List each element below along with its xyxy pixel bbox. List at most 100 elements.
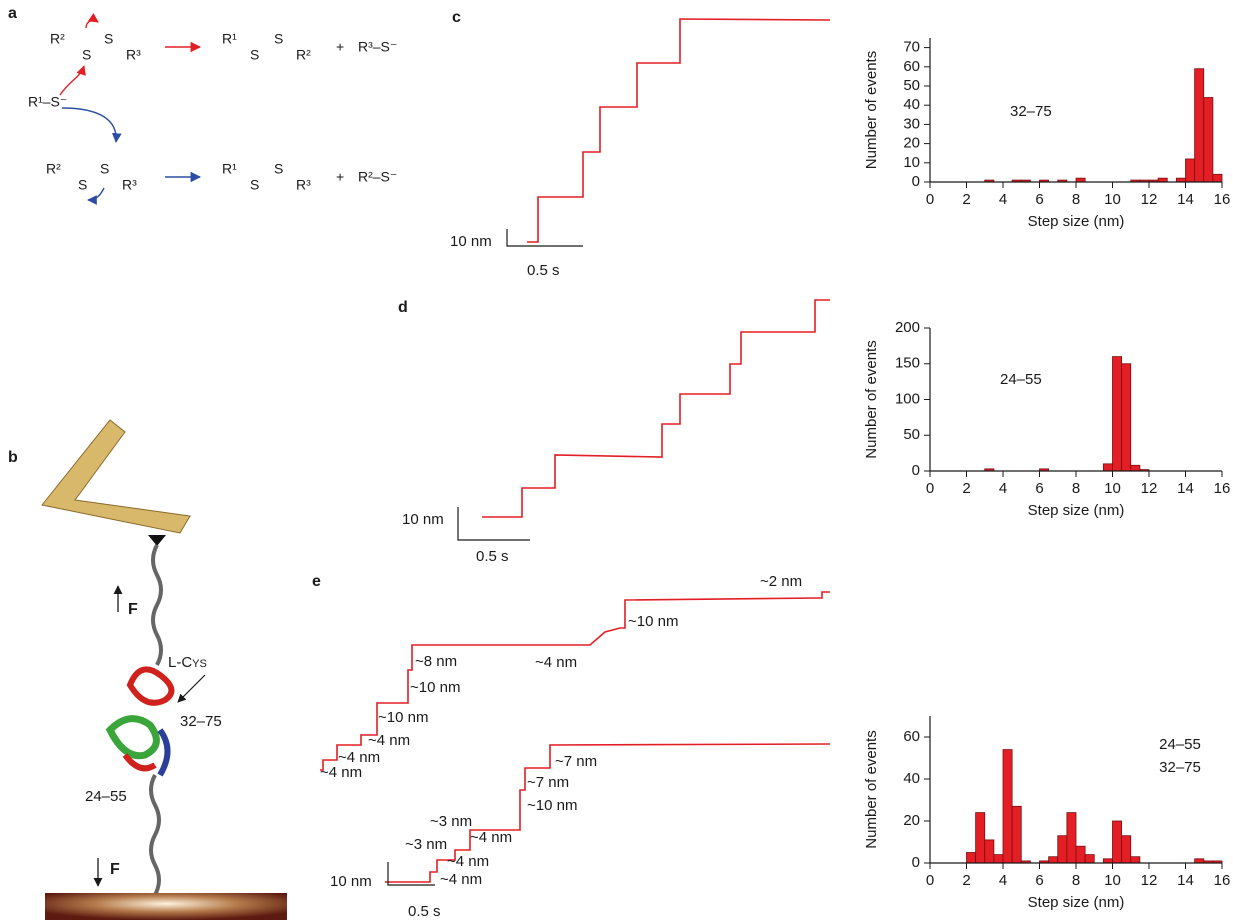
bar [1185,158,1196,183]
y-tick-label: 20 [903,135,920,152]
panel-label: b [8,449,18,466]
y-axis-label: Number of events [863,730,880,848]
arrow [61,107,122,143]
step-label: ~3 nm [405,836,447,853]
y-tick-label: 20 [903,812,920,829]
bar [1194,68,1205,183]
scale-label: 0.5 s [527,262,560,279]
bar [1112,356,1123,472]
scale-bar [457,507,530,541]
y-axis-label: Number of events [863,51,880,169]
step-label: ~4 nm [338,749,380,766]
thiolate: R³–S⁻ [358,39,397,55]
x-tick-label: 2 [962,480,970,497]
y-tick-label: 0 [912,173,920,190]
x-tick-label: 10 [1104,872,1121,889]
protein [105,715,160,760]
linker [151,544,163,666]
y-tick-label: 100 [895,390,920,407]
x-axis-label: Step size (nm) [1028,894,1125,911]
arrow [85,13,99,29]
x-tick-label: 0 [926,480,934,497]
y-tick-label: 0 [912,462,920,479]
y-tick-label: 60 [903,58,920,75]
scale-label: 10 nm [402,511,444,528]
x-tick-label: 16 [1214,872,1231,889]
x-tick-label: 4 [999,480,1007,497]
x-tick-label: 16 [1214,191,1231,208]
atom: S [100,161,109,177]
plus: + [336,169,344,185]
y-tick-label: 40 [903,96,920,113]
scale-label: 0.5 s [476,548,509,565]
step-label: ~10 nm [378,709,428,726]
x-tick-label: 8 [1072,872,1080,889]
bar [993,854,1004,864]
protein [126,666,175,706]
x-tick-label: 0 [926,191,934,208]
y-tick-label: 50 [903,77,920,94]
step-label: ~3 nm [430,813,472,830]
bar [975,812,986,864]
atom: R² [46,161,61,177]
x-tick-label: 2 [962,191,970,208]
y-tick-label: 30 [903,115,920,132]
trace [527,18,831,243]
bar [1011,805,1022,864]
x-tick-label: 8 [1072,191,1080,208]
step-label: ~8 nm [415,653,457,670]
step-label: ~4 nm [320,764,362,781]
bar [1203,97,1214,183]
x-tick-label: 10 [1104,191,1121,208]
bridge-label: 32–75 [180,713,222,730]
x-tick-label: 6 [1035,872,1043,889]
x-tick-label: 12 [1141,872,1158,889]
bar [1130,464,1141,472]
step-label: ~4 nm [368,732,410,749]
thiolate: R²–S⁻ [358,169,397,185]
y-tick-label: 40 [903,770,920,787]
step-label: ~4 nm [470,829,512,846]
step-label: ~10 nm [628,613,678,630]
step-label: ~2 nm [760,573,802,590]
step-label: ~10 nm [410,679,460,696]
x-tick-label: 8 [1072,480,1080,497]
panel-label: d [398,299,408,316]
y-tick-label: 50 [903,426,920,443]
step-labels: ~4 nm ~4 nm ~4 nm ~10 nm ~10 nm ~8 nm ~4… [320,573,802,888]
x-tick-label: 2 [962,872,970,889]
x-tick-label: 14 [1177,480,1194,497]
bar [984,839,995,864]
step-label: ~4 nm [440,871,482,888]
y-tick-label: 60 [903,728,920,745]
annotation: 24–55 [1000,371,1042,388]
force-label: F [110,861,120,878]
scale-label: 10 nm [450,233,492,250]
atom: S [250,47,259,63]
atom: R² [296,47,311,63]
x-tick-label: 14 [1177,872,1194,889]
trace [482,299,830,518]
panel-label: e [312,573,321,590]
x-tick-label: 10 [1104,480,1121,497]
axis [929,328,1222,472]
atom: S [274,31,283,47]
step-label: ~10 nm [527,797,577,814]
cantilever [41,419,191,534]
bar [1057,835,1068,864]
bar [1194,858,1205,864]
bar [1084,854,1095,864]
atom: S [82,47,91,63]
atom: R¹ [222,31,237,47]
scale-bar [506,229,583,247]
x-tick-label: 14 [1177,191,1194,208]
protein [122,753,157,772]
y-tick-label: 70 [903,39,920,56]
y-axis-label: Number of events [863,340,880,458]
axis [929,38,1222,183]
bar [1066,812,1077,864]
x-tick-label: 12 [1141,191,1158,208]
step-label: ~7 nm [527,774,569,791]
x-axis-label: Step size (nm) [1028,213,1125,230]
